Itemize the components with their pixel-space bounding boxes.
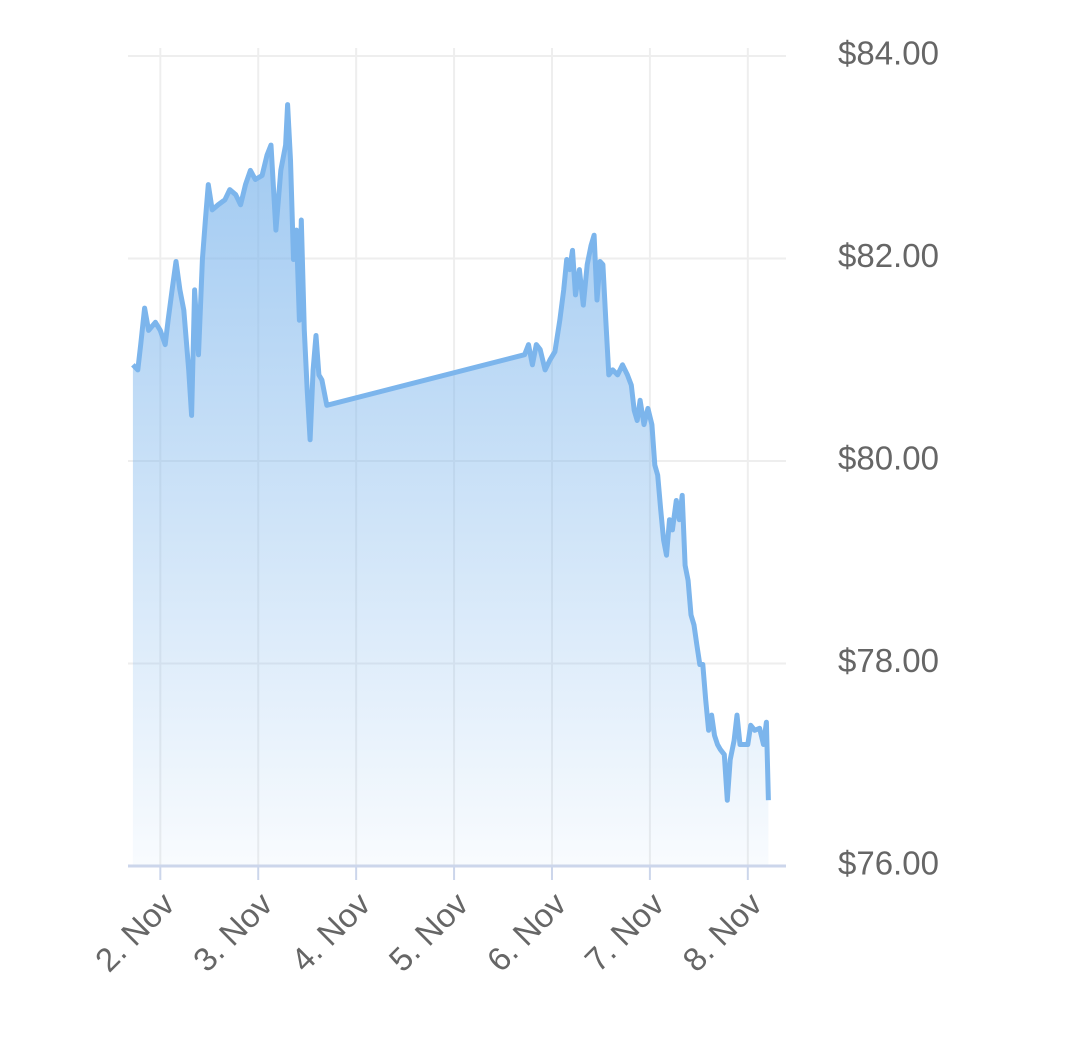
- x-tick-label: 6. Nov: [479, 885, 573, 979]
- x-tick-label: 2. Nov: [88, 885, 182, 979]
- price-line: [131, 102, 771, 803]
- x-tick-label: 4. Nov: [284, 885, 378, 979]
- y-tick-label: $78.00: [838, 642, 939, 679]
- x-tick-label: 8. Nov: [675, 885, 769, 979]
- y-tick-label: $80.00: [838, 440, 939, 477]
- area-fill: [132, 104, 769, 867]
- x-tick-label: 5. Nov: [382, 885, 476, 979]
- y-tick-label: $76.00: [838, 845, 939, 882]
- y-tick-label: $84.00: [838, 35, 939, 72]
- x-tick-label: 3. Nov: [186, 885, 280, 979]
- y-tick-label: $82.00: [838, 237, 939, 274]
- x-tick-label: 7. Nov: [577, 885, 671, 979]
